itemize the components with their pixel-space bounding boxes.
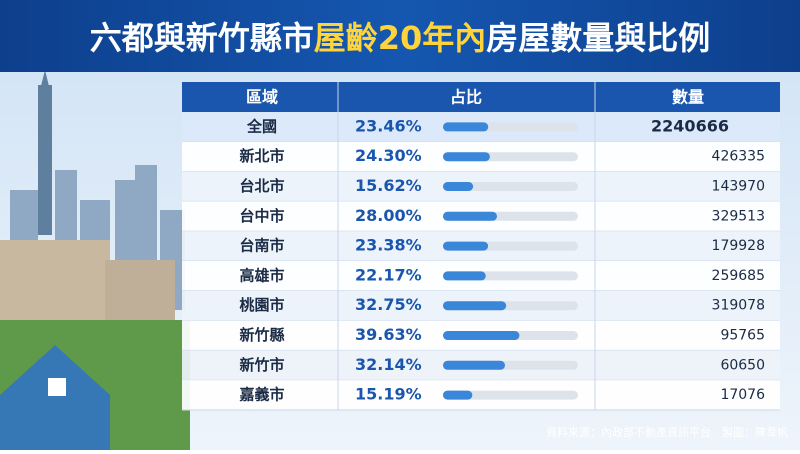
count-label: 319078 — [712, 298, 765, 314]
city-skyline — [0, 70, 190, 450]
percent-label: 24.30% — [355, 146, 422, 165]
count-label: 179928 — [712, 238, 765, 254]
column-header: 占比 — [450, 88, 482, 107]
title-highlight: 屋齡20年內 — [314, 19, 487, 57]
chart-title: 六都與新竹縣市屋齡20年內房屋數量與比例 — [90, 19, 711, 57]
region-label: 全國 — [246, 117, 277, 135]
count-label: 60650 — [720, 357, 765, 373]
bar — [443, 301, 507, 311]
percent-label: 32.75% — [355, 295, 422, 314]
bar — [443, 360, 505, 370]
count-label: 259685 — [712, 268, 765, 284]
region-label: 新北市 — [239, 147, 284, 165]
percent-label: 23.38% — [355, 236, 422, 255]
region-label: 新竹縣 — [239, 326, 284, 344]
region-label: 高雄市 — [239, 266, 284, 284]
bar — [443, 390, 473, 400]
count-label: 17076 — [720, 387, 765, 403]
percent-label: 15.62% — [355, 176, 422, 195]
bar — [443, 122, 489, 132]
percent-label: 23.46% — [355, 116, 422, 135]
count-label: 426335 — [712, 149, 765, 165]
region-label: 台南市 — [239, 237, 284, 255]
bar — [443, 331, 520, 340]
region-label: 新竹市 — [239, 356, 284, 374]
bar — [443, 182, 474, 191]
percent-label: 22.17% — [355, 265, 422, 284]
bar — [443, 152, 490, 162]
bar — [443, 271, 486, 281]
count-label: 2240666 — [651, 116, 729, 135]
region-label: 台北市 — [239, 177, 284, 195]
table-header — [182, 82, 780, 112]
column-header: 數量 — [672, 88, 704, 107]
region-label: 台中市 — [239, 207, 284, 225]
count-label: 143970 — [712, 179, 765, 195]
percent-label: 39.63% — [355, 325, 422, 344]
region-label: 桃園市 — [239, 296, 284, 314]
region-label: 嘉義市 — [238, 386, 284, 404]
bar — [443, 241, 489, 251]
percent-label: 15.19% — [355, 385, 422, 404]
percent-label: 32.14% — [355, 355, 422, 374]
count-label: 95765 — [720, 328, 765, 344]
bar-track — [443, 390, 578, 400]
count-label: 329513 — [712, 208, 765, 224]
title-part: 房屋數量與比例 — [486, 19, 710, 57]
bar — [443, 211, 497, 221]
column-header: 區域 — [246, 88, 278, 107]
source-note: 資料來源：內政部不動產資訊平台 製圖：陳韋帆 — [546, 425, 788, 439]
percent-label: 28.00% — [355, 206, 422, 225]
title-band — [0, 0, 800, 72]
title-part: 六都與新竹縣市 — [90, 19, 314, 57]
bar-track — [443, 182, 578, 191]
